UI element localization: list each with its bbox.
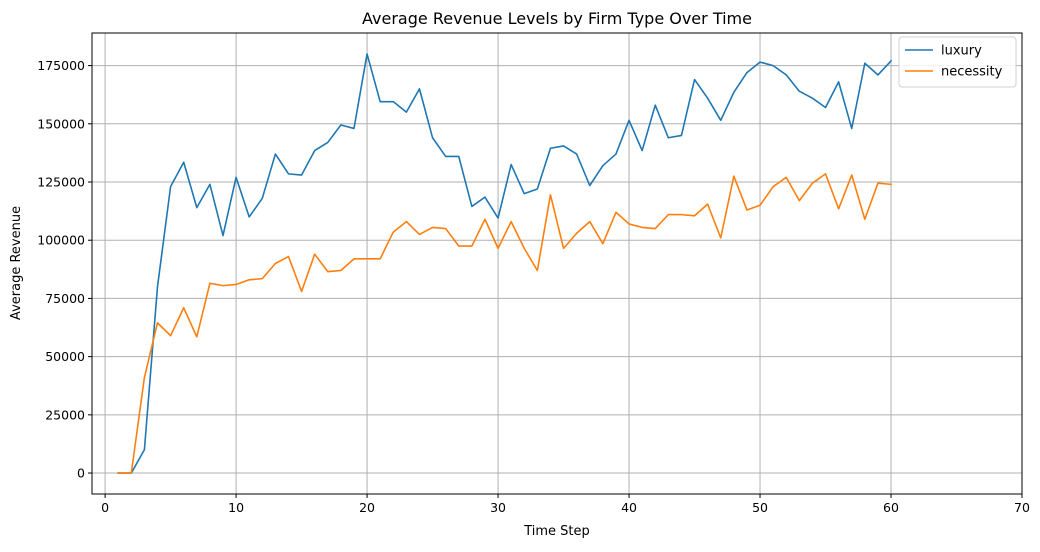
legend-label-necessity: necessity xyxy=(941,65,1003,80)
x-tick-label: 60 xyxy=(883,500,899,515)
x-tick-label: 0 xyxy=(101,500,109,515)
y-tick-label: 0 xyxy=(77,466,85,481)
x-tick-label: 10 xyxy=(228,500,244,515)
y-tick-label: 25000 xyxy=(45,407,85,422)
grid-lines xyxy=(92,33,1023,494)
legend-label-luxury: luxury xyxy=(941,44,982,59)
y-tick-label: 175000 xyxy=(37,58,85,73)
series-line-necessity xyxy=(117,173,892,474)
y-tick-label: 150000 xyxy=(37,116,85,131)
x-tick-label: 70 xyxy=(1014,500,1030,515)
series-line-luxury xyxy=(117,53,893,474)
chart-title: Average Revenue Levels by Firm Type Over… xyxy=(362,9,752,28)
y-axis-label: Average Revenue xyxy=(9,206,24,320)
series-group xyxy=(117,53,893,474)
x-axis-label: Time Step xyxy=(523,524,590,539)
y-tick-label: 75000 xyxy=(45,291,85,306)
x-axis-ticks: 0 10 20 30 40 50 60 70 xyxy=(101,494,1030,515)
y-axis-ticks: 0 25000 50000 75000 100000 125000 150000 175000 xyxy=(37,58,92,481)
x-tick-label: 40 xyxy=(621,500,637,515)
y-tick-label: 50000 xyxy=(45,349,85,364)
x-tick-label: 50 xyxy=(752,500,768,515)
y-tick-label: 125000 xyxy=(37,175,85,190)
x-tick-label: 30 xyxy=(490,500,506,515)
x-tick-label: 20 xyxy=(359,500,375,515)
legend: luxury necessity xyxy=(898,36,1017,88)
y-tick-label: 100000 xyxy=(37,233,85,248)
plot-area-frame xyxy=(91,32,1023,495)
